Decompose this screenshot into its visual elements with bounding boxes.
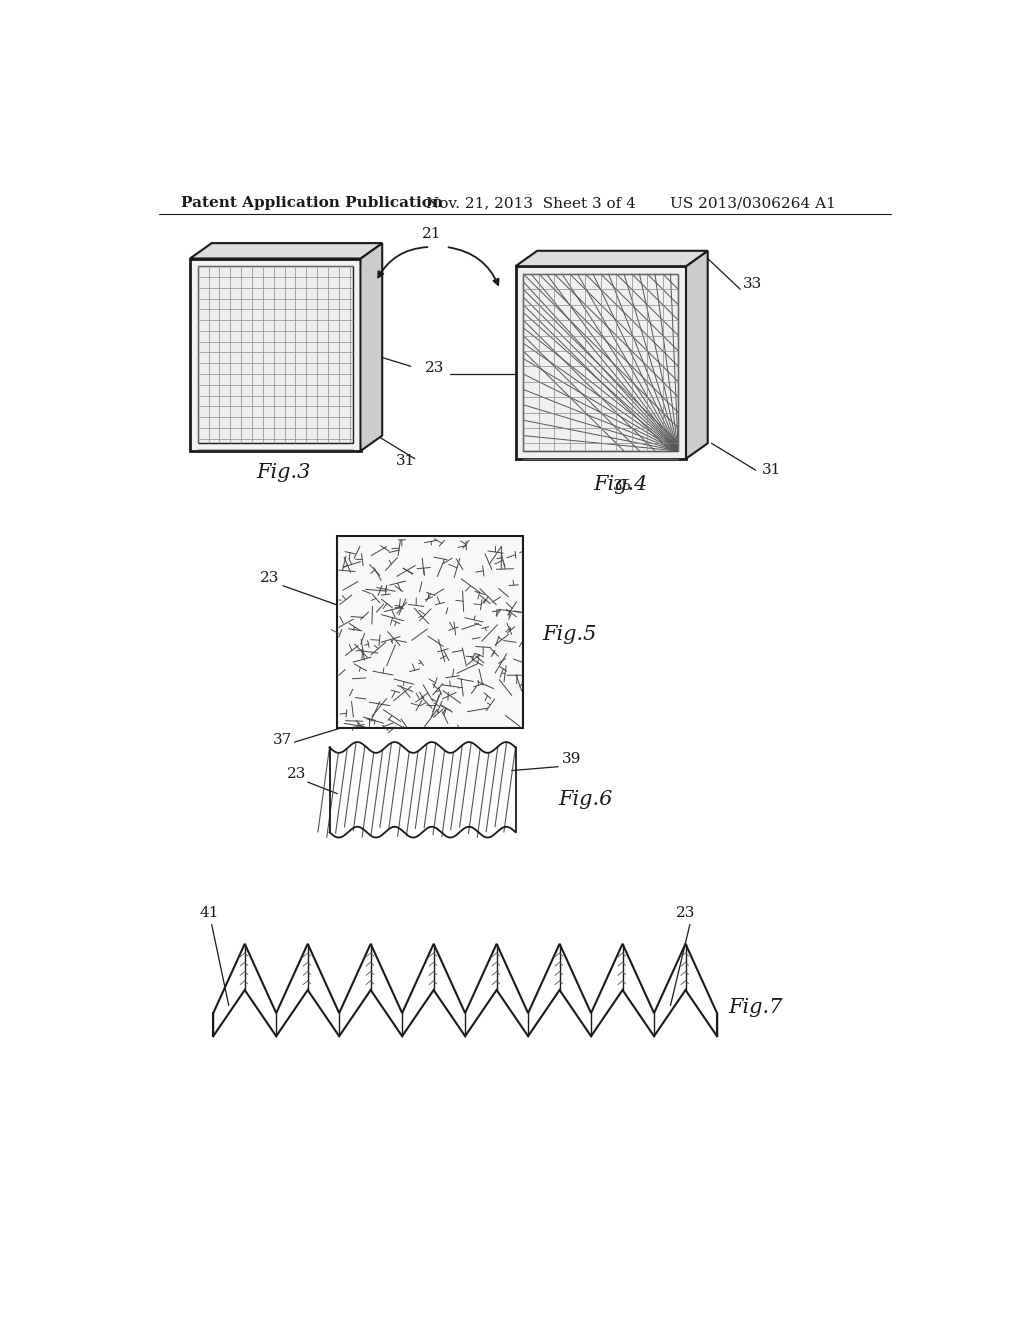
Text: 41: 41 <box>200 906 219 920</box>
Text: 21: 21 <box>422 227 441 240</box>
Polygon shape <box>190 243 382 259</box>
Text: 23: 23 <box>424 362 443 375</box>
Text: Fig.3: Fig.3 <box>256 463 310 482</box>
Text: Fig.5: Fig.5 <box>543 624 597 644</box>
Text: 37: 37 <box>273 733 292 747</box>
Text: US 2013/0306264 A1: US 2013/0306264 A1 <box>671 197 837 210</box>
Text: Patent Application Publication: Patent Application Publication <box>180 197 442 210</box>
Text: 31: 31 <box>762 463 781 477</box>
Text: 23: 23 <box>287 767 306 781</box>
Text: Nov. 21, 2013  Sheet 3 of 4: Nov. 21, 2013 Sheet 3 of 4 <box>426 197 636 210</box>
Text: 23: 23 <box>676 906 695 920</box>
Bar <box>523 275 678 451</box>
Text: Fig.4: Fig.4 <box>593 474 647 494</box>
Polygon shape <box>686 251 708 459</box>
Text: 33: 33 <box>742 277 762 290</box>
Text: 35: 35 <box>612 479 632 492</box>
Text: 31: 31 <box>395 454 415 467</box>
Bar <box>337 536 523 729</box>
Text: Fig.6: Fig.6 <box>558 791 612 809</box>
Bar <box>515 267 686 459</box>
Text: 39: 39 <box>562 752 582 766</box>
Text: 23: 23 <box>260 572 280 585</box>
Bar <box>198 267 352 444</box>
Polygon shape <box>360 243 382 451</box>
Text: Fig.7: Fig.7 <box>729 998 783 1018</box>
Bar <box>190 259 360 451</box>
Polygon shape <box>515 251 708 267</box>
